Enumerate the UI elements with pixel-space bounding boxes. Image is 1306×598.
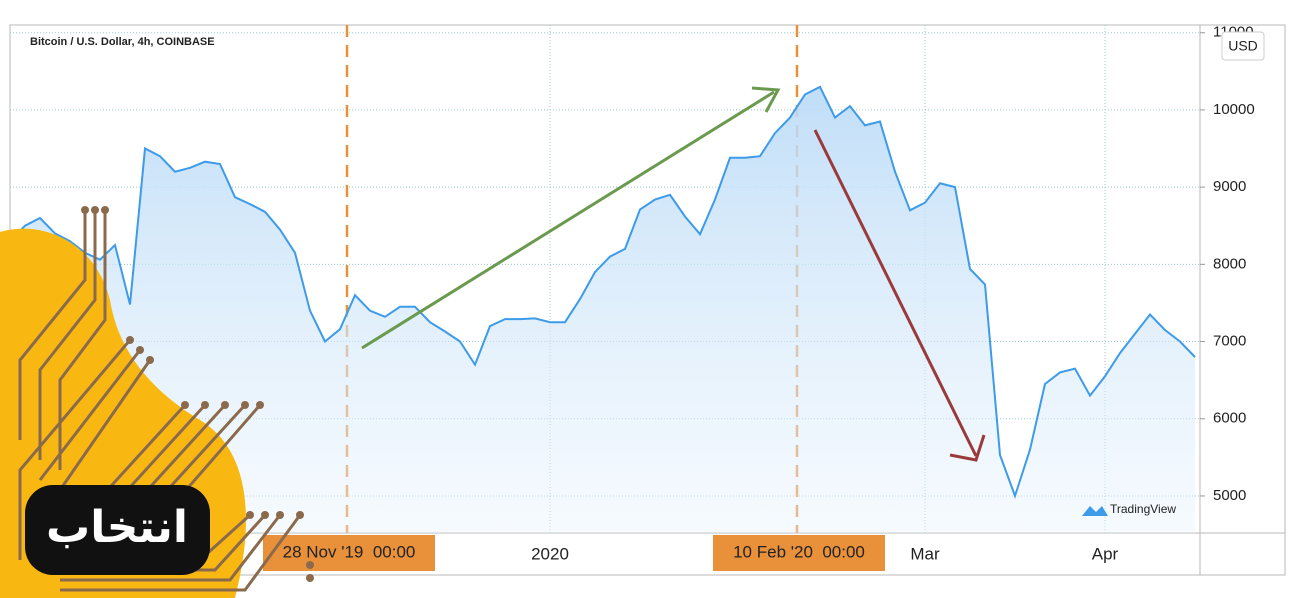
x-tick-label: Apr: [1092, 544, 1119, 563]
plot: [9, 25, 1200, 534]
logo: انتخاب: [0, 206, 314, 598]
down-arrow: [813, 129, 978, 457]
up-arrow: [361, 90, 775, 350]
logo-box: [25, 485, 210, 575]
marker-box: [263, 535, 435, 571]
watermark-text: TradingView: [1110, 502, 1176, 516]
marker-label: 10 Feb '20 00:00: [733, 542, 865, 561]
y-tick-label: 8000: [1213, 255, 1246, 272]
down-arrow-head: [949, 434, 986, 462]
area: [10, 86, 1195, 534]
logo-circuits: [18, 210, 302, 592]
logo-text: انتخاب: [46, 502, 188, 553]
y-tick-label: 7000: [1213, 333, 1246, 350]
watermark: TradingView: [1082, 502, 1176, 516]
y-tick-label: 5000: [1213, 487, 1246, 504]
up-arrow-head: [751, 86, 781, 113]
marker-box: [713, 535, 885, 571]
x-tick-label: Mar: [910, 544, 940, 563]
watermark-icon: [1082, 506, 1108, 516]
x-tick-label: 2020: [531, 544, 569, 563]
chart-title: Bitcoin / U.S. Dollar, 4h, COINBASE: [30, 36, 215, 48]
logo-dots: [81, 206, 314, 582]
y-tick-label: 10000: [1213, 101, 1255, 118]
marker-label: 28 Nov '19 00:00: [283, 542, 416, 561]
annotations: [361, 86, 986, 462]
unit-label: USD: [1228, 38, 1258, 54]
line: [9, 85, 1196, 499]
y-tick-label: 9000: [1213, 178, 1246, 195]
y-tick-label: 6000: [1213, 410, 1246, 427]
unit-box: [1221, 31, 1265, 61]
